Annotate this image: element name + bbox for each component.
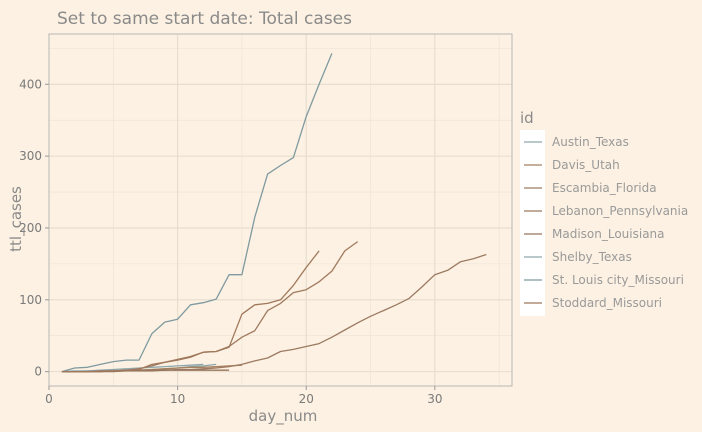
y-tick-label: 200 xyxy=(19,221,42,235)
legend-label: Davis_Utah xyxy=(552,158,620,172)
y-tick-label: 300 xyxy=(19,149,42,163)
legend-label: Lebanon_Pennsylvania xyxy=(552,204,688,218)
legend-label: Shelby_Texas xyxy=(552,250,632,264)
plot-lines xyxy=(61,53,487,373)
series-line xyxy=(61,363,204,373)
chart-title: Set to same start date: Total cases xyxy=(57,9,352,29)
legend-label: Escambia_Florida xyxy=(552,181,657,195)
legend-label: Austin_Texas xyxy=(552,135,629,149)
legend-label: Madison_Louisiana xyxy=(552,227,665,241)
x-tick-label: 30 xyxy=(427,392,442,406)
legend-label: St. Louis city_Missouri xyxy=(552,273,684,287)
y-tick-label: 400 xyxy=(19,77,42,91)
x-tick-label: 10 xyxy=(170,392,185,406)
legend: Austin_Texas Davis_Utah Escambia_Florida Le… xyxy=(520,130,688,316)
legend-title: id xyxy=(520,109,534,127)
legend-label: Stoddard_Missouri xyxy=(552,296,662,310)
series-line xyxy=(61,253,487,373)
plot-panel-border xyxy=(48,33,513,387)
x-tick-label: 20 xyxy=(299,392,314,406)
x-tick-label: 0 xyxy=(45,392,53,406)
y-tick-label: 0 xyxy=(34,365,42,379)
series-line xyxy=(61,53,333,373)
legend-key-background xyxy=(520,130,545,316)
x-axis-title: day_num xyxy=(249,407,318,426)
plot-grid xyxy=(48,34,512,386)
y-axis: 0 100 200 300 400 xyxy=(19,77,49,379)
y-axis-title: ttl_cases xyxy=(7,186,26,252)
y-tick-label: 100 xyxy=(19,293,42,307)
series-line xyxy=(61,250,320,373)
x-axis: 0 10 20 30 xyxy=(45,386,442,406)
